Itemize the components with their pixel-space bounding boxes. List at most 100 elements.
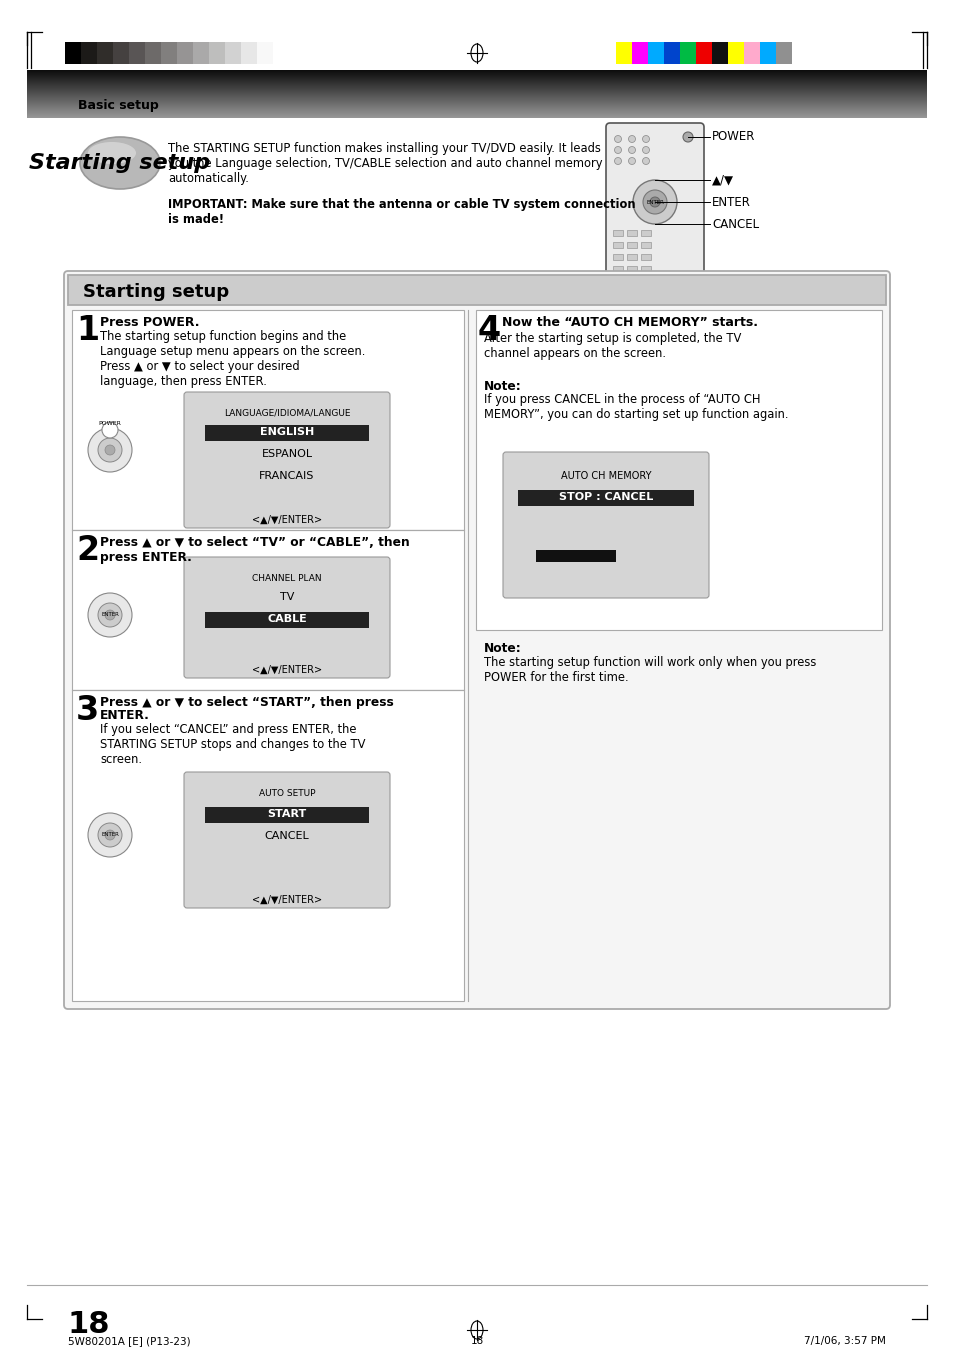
Bar	[640, 242, 650, 249]
Bar	[696, 42, 711, 63]
Bar	[711, 42, 727, 63]
Ellipse shape	[88, 142, 136, 163]
Bar	[679, 42, 696, 63]
Text: ENTER: ENTER	[101, 832, 119, 838]
Circle shape	[642, 190, 666, 213]
Circle shape	[98, 823, 122, 847]
Text: 18: 18	[470, 1336, 483, 1346]
Text: ENGLISH: ENGLISH	[259, 427, 314, 436]
Text: 18: 18	[68, 1310, 111, 1339]
Bar	[517, 490, 693, 507]
Bar	[727, 42, 743, 63]
Text: 5W80201A [E] (P13-23): 5W80201A [E] (P13-23)	[68, 1336, 191, 1346]
Text: 7/1/06, 3:57 PM: 7/1/06, 3:57 PM	[803, 1336, 885, 1346]
Text: FRANCAIS: FRANCAIS	[259, 471, 314, 481]
Bar	[177, 42, 193, 63]
Circle shape	[641, 135, 649, 142]
Circle shape	[614, 146, 620, 154]
Text: 2: 2	[76, 534, 99, 567]
Bar	[626, 254, 637, 259]
Circle shape	[105, 830, 115, 840]
Bar	[613, 266, 622, 272]
Bar	[476, 309, 882, 630]
Bar	[97, 42, 112, 63]
Text: Now the “AUTO CH MEMORY” starts.: Now the “AUTO CH MEMORY” starts.	[501, 316, 758, 330]
Bar	[626, 266, 637, 272]
Text: POWER: POWER	[98, 422, 121, 426]
Bar	[205, 426, 369, 440]
Text: <▲/▼/ENTER>: <▲/▼/ENTER>	[252, 665, 322, 676]
Bar	[640, 266, 650, 272]
Bar	[256, 42, 273, 63]
Bar	[536, 550, 616, 562]
Text: Press POWER.: Press POWER.	[100, 316, 199, 330]
Text: Press ▲ or ▼ to select “START”, then press: Press ▲ or ▼ to select “START”, then pre…	[100, 696, 394, 709]
Text: Note:: Note:	[483, 642, 521, 655]
Bar	[273, 42, 289, 63]
Bar	[68, 276, 885, 305]
Circle shape	[633, 180, 677, 224]
Text: ENTER: ENTER	[711, 196, 750, 208]
Bar	[616, 42, 631, 63]
Text: START: START	[267, 809, 306, 819]
Bar	[626, 242, 637, 249]
Text: The STARTING SETUP function makes installing your TV/DVD easily. It leads
you th: The STARTING SETUP function makes instal…	[168, 142, 602, 185]
Text: LANGUAGE/IDIOMA/LANGUE: LANGUAGE/IDIOMA/LANGUE	[224, 409, 350, 417]
Bar	[68, 276, 885, 305]
Circle shape	[105, 444, 115, 455]
Text: If you press CANCEL in the process of “AUTO CH
MEMORY”, you can do starting set : If you press CANCEL in the process of “A…	[483, 393, 788, 422]
Bar	[71, 530, 463, 690]
Circle shape	[614, 158, 620, 165]
Bar	[631, 42, 647, 63]
Text: AUTO SETUP: AUTO SETUP	[258, 789, 314, 798]
Bar	[743, 42, 760, 63]
Bar	[775, 42, 791, 63]
Text: CANCEL: CANCEL	[711, 218, 759, 231]
Text: Starting setup: Starting setup	[30, 153, 211, 173]
Circle shape	[88, 593, 132, 638]
FancyBboxPatch shape	[184, 557, 390, 678]
Text: After the starting setup is completed, the TV
channel appears on the screen.: After the starting setup is completed, t…	[483, 332, 740, 359]
FancyBboxPatch shape	[64, 272, 889, 1009]
Text: TV: TV	[279, 592, 294, 603]
Bar	[241, 42, 256, 63]
Text: AUTO CH MEMORY: AUTO CH MEMORY	[560, 471, 651, 481]
Text: Basic setup: Basic setup	[78, 100, 158, 112]
Text: 3: 3	[76, 694, 99, 727]
Text: CHANNEL PLAN: CHANNEL PLAN	[252, 574, 321, 584]
Circle shape	[88, 813, 132, 857]
Circle shape	[641, 158, 649, 165]
Circle shape	[628, 158, 635, 165]
FancyBboxPatch shape	[184, 771, 390, 908]
Bar	[613, 242, 622, 249]
Circle shape	[614, 135, 620, 142]
Circle shape	[102, 422, 118, 438]
Circle shape	[98, 603, 122, 627]
Bar	[145, 42, 161, 63]
Bar	[760, 42, 775, 63]
Text: ESPANOL: ESPANOL	[261, 449, 313, 459]
Text: Press ▲ or ▼ to select “TV” or “CABLE”, then
press ENTER.: Press ▲ or ▼ to select “TV” or “CABLE”, …	[100, 536, 410, 563]
Circle shape	[88, 428, 132, 471]
Bar	[640, 254, 650, 259]
Circle shape	[628, 135, 635, 142]
Text: CANCEL: CANCEL	[264, 831, 309, 842]
Circle shape	[641, 146, 649, 154]
Text: IMPORTANT: Make sure that the antenna or cable TV system connection
is made!: IMPORTANT: Make sure that the antenna or…	[168, 199, 635, 226]
Bar	[65, 42, 81, 63]
FancyBboxPatch shape	[184, 392, 390, 528]
FancyBboxPatch shape	[502, 453, 708, 598]
Text: The starting setup function begins and the
Language setup menu appears on the sc: The starting setup function begins and t…	[100, 330, 365, 388]
Bar	[81, 42, 97, 63]
Circle shape	[628, 146, 635, 154]
Bar	[205, 612, 369, 628]
Bar	[613, 254, 622, 259]
Text: ▲/▼: ▲/▼	[711, 173, 733, 186]
Bar	[161, 42, 177, 63]
Bar	[626, 230, 637, 236]
Text: STOP : CANCEL: STOP : CANCEL	[558, 492, 653, 503]
Text: <▲/▼/ENTER>: <▲/▼/ENTER>	[252, 894, 322, 905]
Bar	[613, 230, 622, 236]
Bar	[225, 42, 241, 63]
Text: POWER: POWER	[711, 131, 755, 143]
